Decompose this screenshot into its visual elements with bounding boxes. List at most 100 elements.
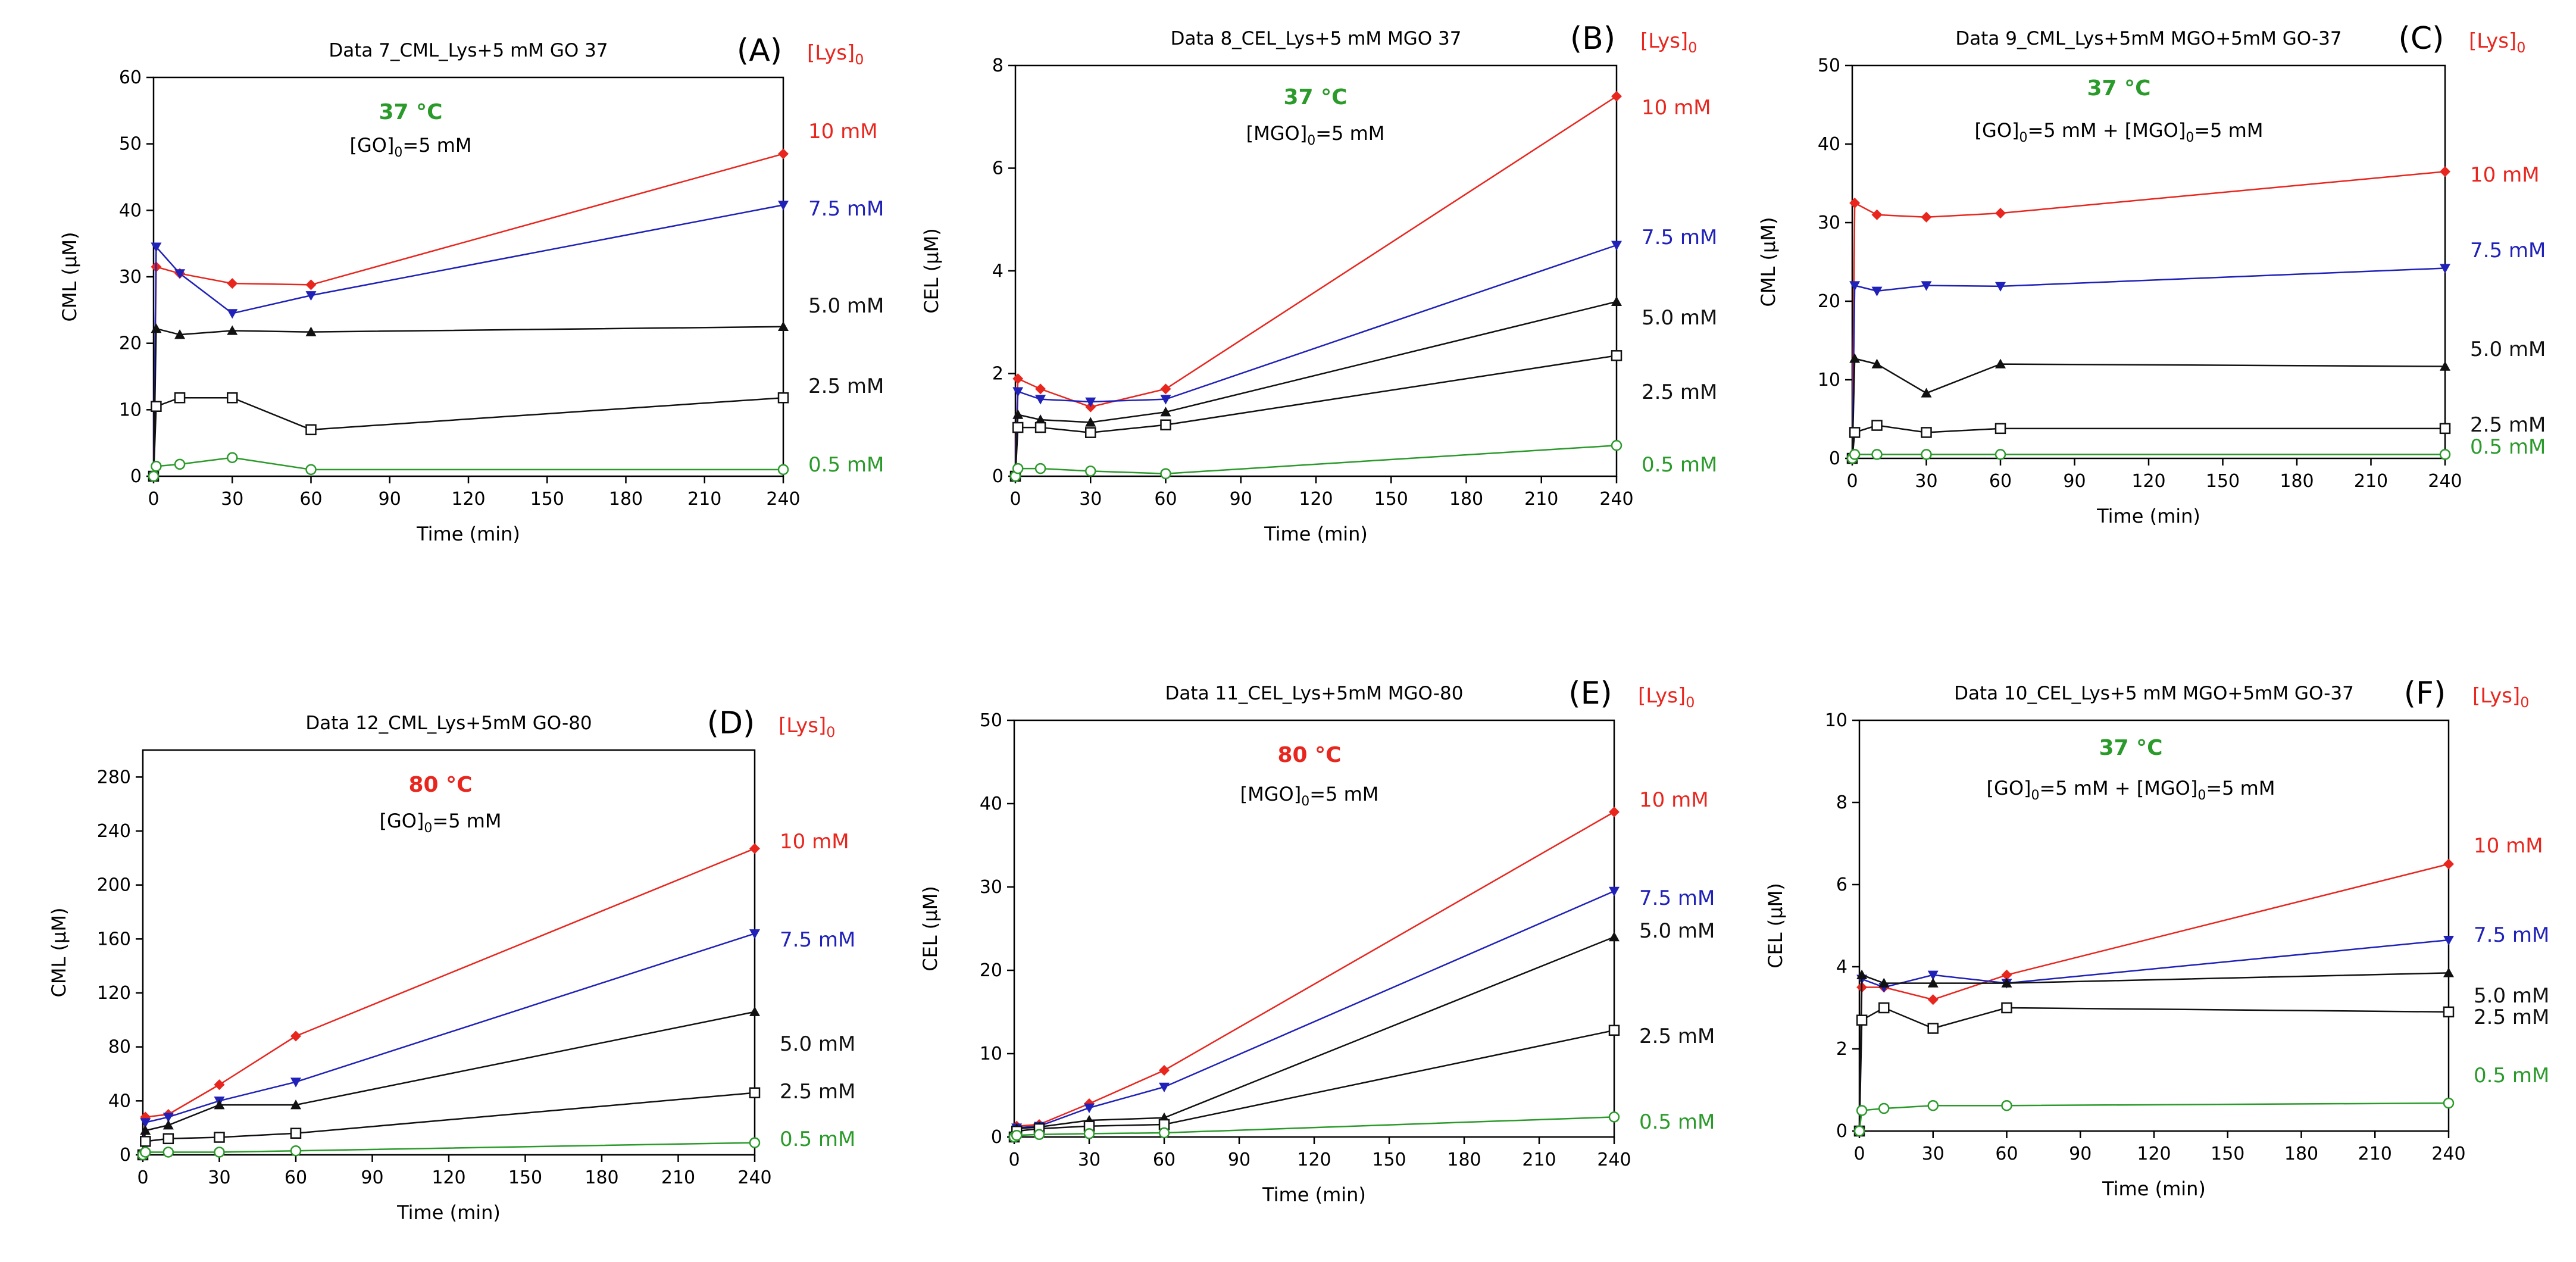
data-point [1035, 414, 1046, 424]
series-label: 7.5 mM [1642, 226, 1717, 249]
x-tick-label: 90 [379, 489, 401, 510]
x-tick-label: 60 [1153, 1149, 1176, 1170]
series-10-mm [1854, 858, 2454, 1136]
y-tick-label: 10 [980, 1044, 1002, 1064]
x-tick-label: 90 [361, 1167, 383, 1188]
data-point [1012, 373, 1024, 385]
conc-prefix: [GO] [379, 810, 424, 832]
data-point [305, 424, 317, 436]
x-tick-label: 210 [1524, 489, 1558, 510]
concentration-label: [GO]0=5 mM [349, 134, 471, 160]
y-tick-label: 200 [97, 875, 131, 896]
x-tick-label: 210 [1522, 1149, 1556, 1170]
temperature-label: 37 °C [1283, 85, 1347, 110]
series-line [142, 1092, 755, 1155]
series-label: 0.5 mM [1642, 453, 1717, 477]
y-tick-label: 80 [108, 1037, 131, 1058]
data-point [2440, 361, 2450, 371]
y-tick-label: 6 [1836, 874, 1847, 895]
chart-panel-6: 0 30 60 90 120 150 180 210 240 0 2 4 6 8 10 Data 10_CEL… [1764, 676, 2549, 1200]
data-point [290, 1127, 302, 1139]
conc-extra-suffix: =5 mM [2194, 119, 2263, 142]
lys-header: [Lys]0 [2472, 684, 2529, 711]
y-tick-label: 40 [1818, 134, 1840, 155]
conc-suffix: =5 mM [1315, 122, 1384, 145]
x-tick-label: 150 [508, 1167, 542, 1188]
data-point [214, 1099, 225, 1110]
y-tick-label: 0 [1829, 448, 1840, 469]
x-tick-label: 240 [1597, 1149, 1631, 1170]
y-tick-label: 0 [992, 466, 1003, 487]
data-point [1927, 994, 1939, 1005]
y-tick-label: 0 [991, 1127, 1002, 1148]
conc-subscript: 0 [2019, 130, 2027, 145]
series-7-5-mm [1847, 264, 2450, 464]
x-tick-label: 210 [661, 1167, 695, 1188]
data-point [749, 1087, 761, 1098]
conc-prefix: [GO] [1987, 777, 2031, 799]
x-tick-label: 120 [2131, 471, 2165, 492]
chart-panel-5: 0 30 60 90 120 150 180 210 240 0 10 20 30 40 50 Data 11… [919, 676, 1715, 1206]
data-point [2440, 264, 2450, 274]
chart-panel-3: 0 30 60 90 120 150 180 210 240 0 10 20 30 40 50 Data 9_… [1757, 21, 2546, 527]
data-point [2440, 166, 2450, 177]
data-point [1927, 977, 1939, 988]
lys-header: [Lys]0 [1640, 29, 1697, 56]
data-point [2443, 858, 2454, 870]
series-line [1014, 244, 1617, 477]
data-point [140, 1125, 151, 1135]
x-tick-label: 180 [2280, 471, 2314, 492]
x-tick-label: 0 [1008, 1149, 1020, 1170]
data-point [778, 148, 789, 160]
series-label: 2.5 mM [2470, 413, 2546, 437]
data-point [1609, 886, 1620, 896]
chart-panel-2: 0 30 60 90 120 150 180 210 240 0 2 4 6 8 Data 8_CEL_Ly… [920, 21, 1717, 545]
series-label: 7.5 mM [2474, 923, 2549, 947]
data-point [1012, 409, 1024, 419]
data-point [1160, 383, 1171, 395]
concentration-label: [GO]0=5 mM [379, 810, 501, 836]
series-label: 7.5 mM [808, 197, 884, 221]
x-tick-label: 180 [1447, 1149, 1481, 1170]
series-line [1858, 1102, 2449, 1132]
conc-subscript: 0 [424, 821, 432, 836]
x-tick-label: 0 [148, 489, 159, 510]
x-tick-label: 150 [2206, 471, 2240, 492]
y-tick-label: 20 [980, 960, 1002, 981]
x-axis-label: Time (min) [416, 523, 520, 545]
series-line [1014, 355, 1617, 477]
panel-letter: (D) [707, 705, 755, 741]
data-point [1995, 358, 2006, 368]
series-10-mm [1010, 90, 1622, 482]
data-point [151, 401, 162, 412]
data-point [1033, 1129, 1045, 1141]
data-point [1921, 449, 1932, 460]
series-line [142, 933, 755, 1155]
y-tick-label: 60 [119, 67, 142, 88]
data-point [1611, 440, 1622, 451]
lys-header-main: [Lys] [807, 41, 855, 65]
x-tick-label: 90 [1230, 489, 1252, 510]
lys-header-subscript: 0 [2516, 39, 2525, 56]
x-tick-label: 150 [2211, 1144, 2244, 1164]
data-point [1856, 969, 1868, 979]
data-point [1994, 423, 2006, 435]
x-tick-label: 240 [1599, 489, 1633, 510]
series-line [1851, 357, 2446, 459]
series-0-5-mm [1009, 440, 1622, 482]
data-point [1849, 449, 1861, 460]
series-5-0-mm [1854, 967, 2454, 1136]
x-tick-label: 0 [137, 1167, 148, 1188]
x-tick-label: 30 [1922, 1144, 1944, 1164]
data-point [1849, 353, 1861, 363]
conc-suffix: =5 mM [432, 810, 501, 832]
temperature-label: 37 °C [2087, 76, 2150, 101]
chart-title: Data 9_CML_Lys+5mM MGO+5mM GO-37 [1955, 28, 2341, 49]
data-point [1159, 1082, 1170, 1092]
data-point [2001, 1099, 2012, 1111]
data-point [1160, 419, 1171, 430]
series-7-5-mm [1010, 240, 1622, 482]
y-axis-label: CEL (µM) [1764, 883, 1787, 969]
x-tick-label: 90 [2069, 1144, 2092, 1164]
y-tick-label: 20 [119, 333, 142, 354]
